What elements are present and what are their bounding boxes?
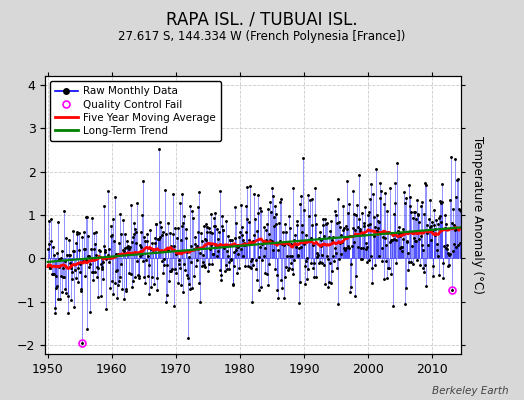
Legend: Raw Monthly Data, Quality Control Fail, Five Year Moving Average, Long-Term Tren: Raw Monthly Data, Quality Control Fail, …: [50, 81, 221, 141]
Y-axis label: Temperature Anomaly (°C): Temperature Anomaly (°C): [471, 136, 484, 294]
Text: 27.617 S, 144.334 W (French Polynesia [France]): 27.617 S, 144.334 W (French Polynesia [F…: [118, 30, 406, 43]
Text: Berkeley Earth: Berkeley Earth: [432, 386, 508, 396]
Text: RAPA ISL. / TUBUAI ISL.: RAPA ISL. / TUBUAI ISL.: [166, 10, 358, 28]
